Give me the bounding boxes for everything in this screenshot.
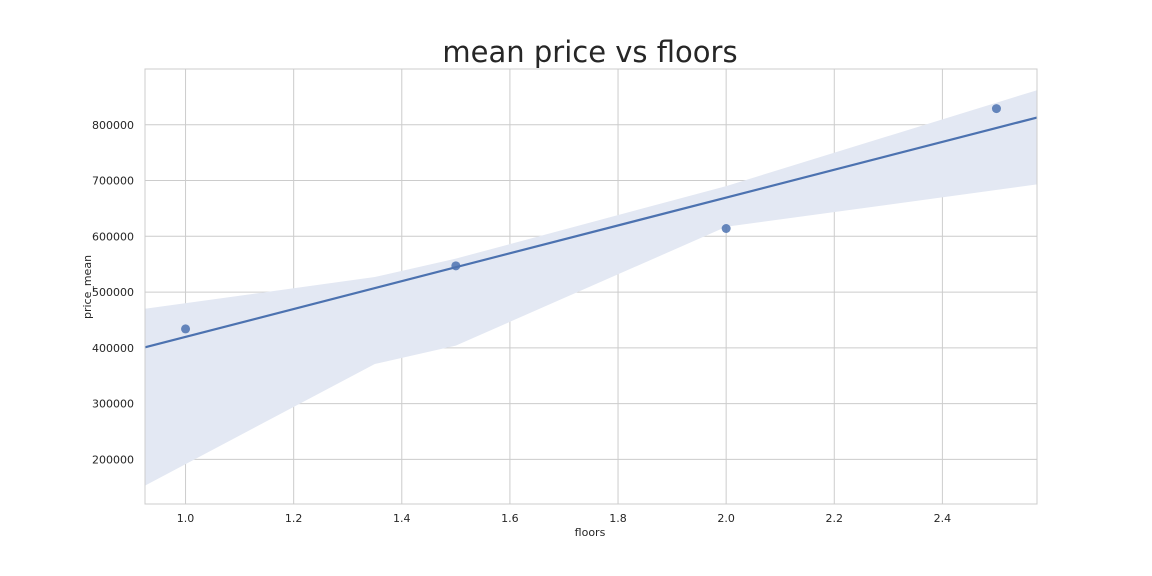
confidence-band bbox=[145, 90, 1037, 486]
x-tick-label: 2.0 bbox=[717, 512, 735, 525]
y-tick-label: 600000 bbox=[92, 230, 134, 243]
y-tick-label: 800000 bbox=[92, 119, 134, 132]
x-tick-label: 1.0 bbox=[177, 512, 195, 525]
plot-frame bbox=[144, 68, 1038, 505]
data-point bbox=[721, 224, 731, 233]
x-tick-label: 1.4 bbox=[393, 512, 411, 525]
regression-line-layer bbox=[144, 116, 1038, 349]
x-tick-label: 1.8 bbox=[609, 512, 627, 525]
x-tick-label: 2.4 bbox=[934, 512, 952, 525]
chart-title: mean price vs floors bbox=[442, 35, 737, 69]
y-axis-ticks: 200000 300000 400000 500000 600000 700000 8000… bbox=[92, 119, 134, 467]
data-points bbox=[181, 104, 1001, 334]
x-axis-ticks: 1.0 1.2 1.4 1.6 1.8 2.0 2.2 2.4 bbox=[177, 512, 951, 525]
x-tick-label: 1.2 bbox=[285, 512, 303, 525]
regression-line bbox=[144, 116, 1038, 349]
confidence-band-layer bbox=[145, 90, 1037, 486]
x-tick-label: 2.2 bbox=[826, 512, 844, 525]
y-tick-label: 300000 bbox=[92, 398, 134, 411]
y-tick-label: 200000 bbox=[92, 453, 134, 466]
x-tick-label: 1.6 bbox=[501, 512, 519, 525]
y-tick-label: 400000 bbox=[92, 342, 134, 355]
y-axis-label: price_mean bbox=[81, 255, 94, 319]
y-tick-label: 500000 bbox=[92, 286, 134, 299]
x-axis-label: floors bbox=[575, 526, 606, 539]
y-tick-label: 700000 bbox=[92, 175, 134, 188]
data-point bbox=[181, 324, 191, 334]
data-point bbox=[451, 261, 461, 271]
data-point bbox=[991, 104, 1001, 114]
